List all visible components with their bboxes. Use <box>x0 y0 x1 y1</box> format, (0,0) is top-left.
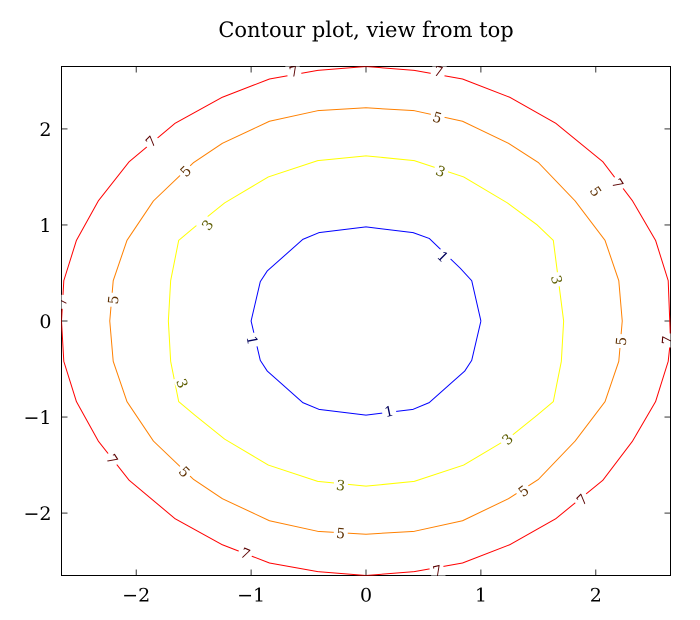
contour-label-level-1: 1 <box>433 245 455 267</box>
svg-text:5: 5 <box>335 526 345 543</box>
svg-text:7: 7 <box>431 563 443 581</box>
contour-label-level-7: 7 <box>570 488 592 510</box>
svg-text:1: 1 <box>433 249 451 267</box>
axis-tick-labels: −2 −1 0 1 2 −2 −1 0 1 2 <box>23 119 601 607</box>
contour-label-level-5: 5 <box>333 523 349 543</box>
contour-label-level-7: 7 <box>608 172 630 194</box>
svg-text:1: 1 <box>243 334 260 346</box>
svg-text:5: 5 <box>175 464 193 482</box>
contour-label-level-7: 7 <box>429 63 448 81</box>
contour-label-level-5: 5 <box>174 460 196 482</box>
x-tick-label: −2 <box>122 585 150 607</box>
svg-text:7: 7 <box>54 297 71 307</box>
contour-label-level-3: 3 <box>547 270 568 289</box>
contour-line-level-5 <box>109 107 623 535</box>
svg-text:3: 3 <box>547 274 565 287</box>
contour-label-level-1: 1 <box>380 401 398 422</box>
x-tick-label: 2 <box>590 585 602 607</box>
y-tick-label: 0 <box>39 311 51 333</box>
y-tick-label: 1 <box>39 215 51 237</box>
contour-label-level-5: 5 <box>428 106 447 127</box>
contour-label-level-7: 7 <box>102 448 124 469</box>
contour-label-level-7: 7 <box>54 294 71 310</box>
contour-label-level-3: 3 <box>172 373 194 393</box>
contour-label-level-3: 3 <box>196 214 217 235</box>
y-tick-label: −2 <box>23 503 51 525</box>
y-tick-label: −1 <box>23 407 51 429</box>
svg-text:5: 5 <box>614 336 631 346</box>
contour-label-level-7: 7 <box>657 332 677 348</box>
contour-label-level-7: 7 <box>236 542 256 563</box>
svg-text:5: 5 <box>177 163 195 181</box>
contour-line-level-1 <box>250 226 482 416</box>
contour-lines <box>61 66 671 576</box>
chart-title: Contour plot, view from top <box>218 18 513 42</box>
x-tick-label: 0 <box>360 585 372 607</box>
contour-line-level-7 <box>61 66 671 576</box>
svg-text:7: 7 <box>288 63 300 81</box>
contour-label-level-7: 7 <box>139 130 162 152</box>
y-tick-label: 2 <box>39 119 51 141</box>
svg-text:1: 1 <box>383 404 395 422</box>
contour-label-level-7: 7 <box>284 63 303 81</box>
contour-label-level-3: 3 <box>431 160 451 181</box>
svg-text:7: 7 <box>660 335 677 345</box>
contour-label-level-5: 5 <box>174 159 196 182</box>
contour-label-level-5: 5 <box>586 180 608 202</box>
contour-label-level-5: 5 <box>512 479 534 501</box>
contour-label-level-3: 3 <box>332 475 349 495</box>
contour-label-level-5: 5 <box>103 292 123 308</box>
x-tick-label: 1 <box>475 585 487 607</box>
contour-label-level-3: 3 <box>496 427 518 450</box>
svg-text:3: 3 <box>335 478 346 495</box>
svg-text:7: 7 <box>432 63 444 81</box>
svg-text:5: 5 <box>106 295 123 305</box>
contour-label-level-5: 5 <box>611 333 630 349</box>
svg-text:5: 5 <box>430 109 443 127</box>
contour-label-level-1: 1 <box>243 331 263 349</box>
contour-label-level-7: 7 <box>428 560 446 581</box>
x-tick-label: −1 <box>237 585 265 607</box>
svg-text:7: 7 <box>574 492 592 510</box>
